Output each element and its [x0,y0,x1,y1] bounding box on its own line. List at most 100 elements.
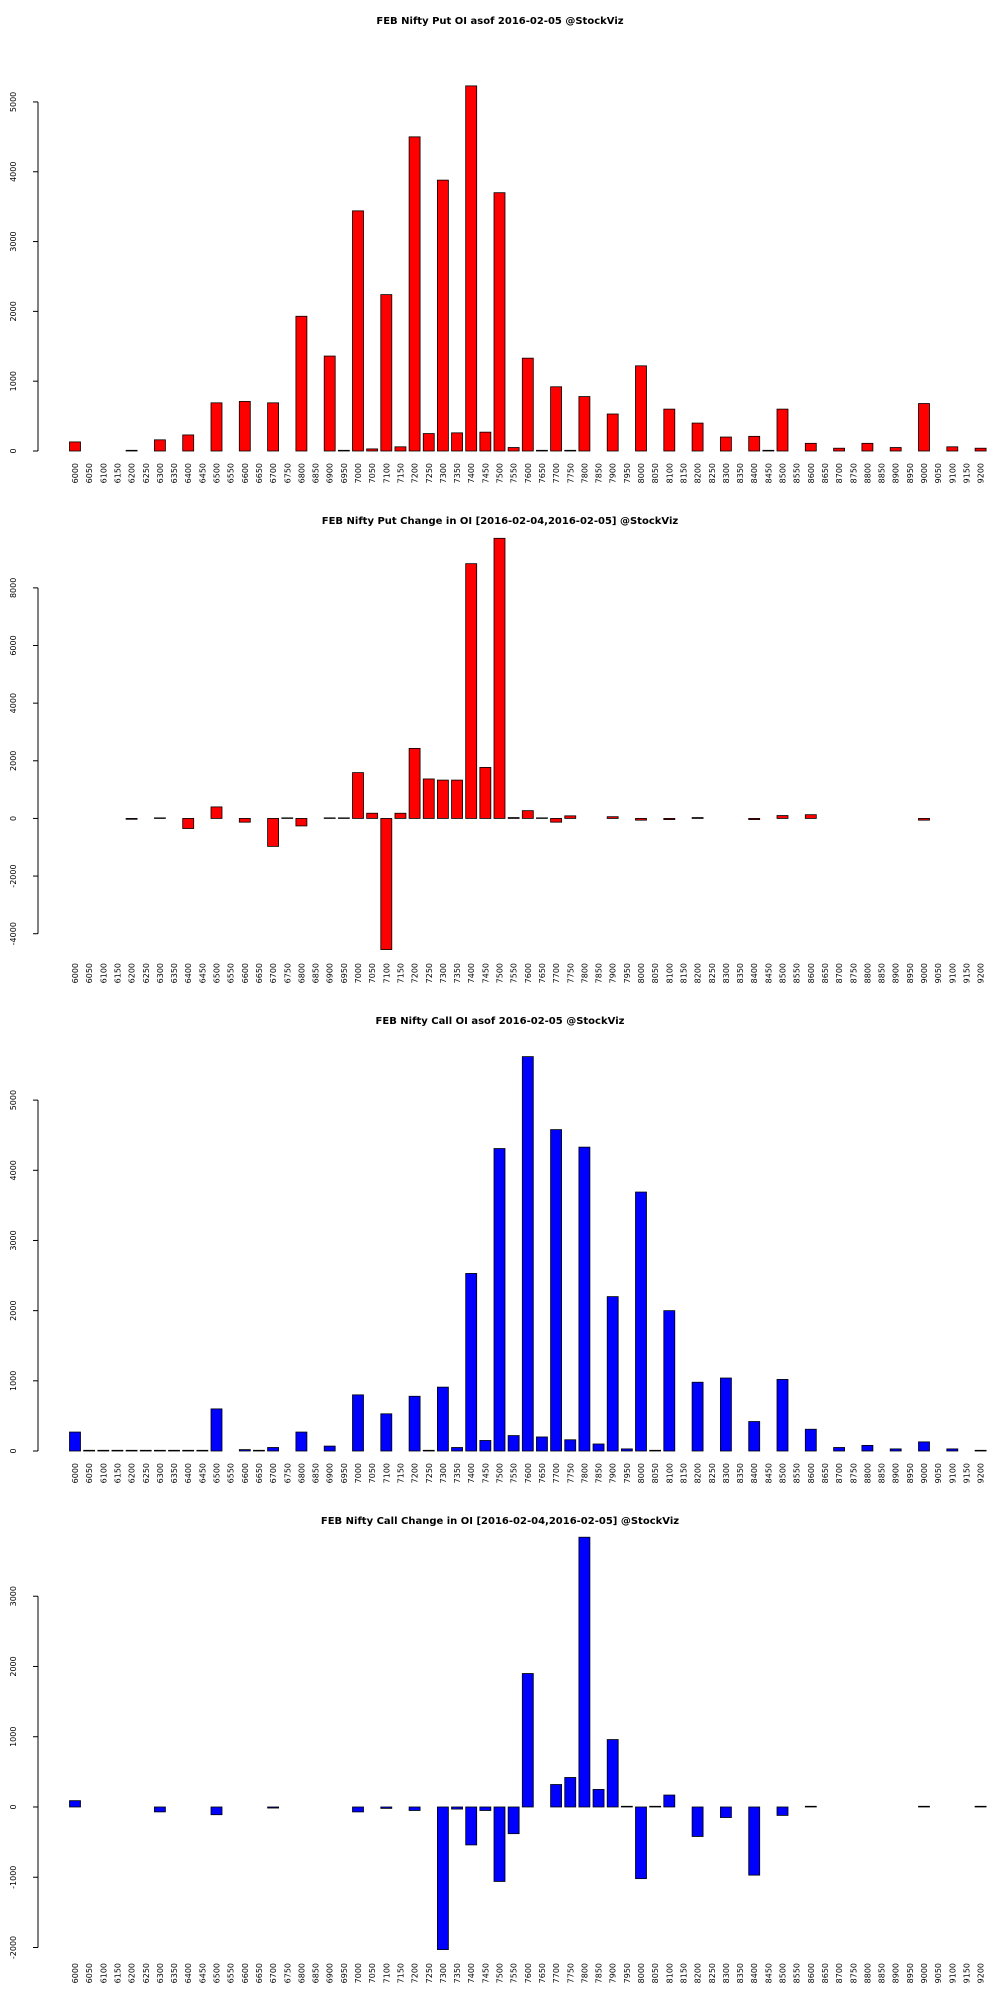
x-tick-label: 6000 [71,1463,80,1483]
x-tick-label: 8500 [779,1463,788,1483]
bar [196,1449,209,1452]
bar [493,192,506,452]
bar [507,447,520,452]
x-tick-label: 7200 [411,1963,420,1983]
bar [606,1296,619,1452]
x-tick-label: 8000 [637,463,646,483]
x-tick-label: 8300 [722,1463,731,1483]
x-tick-label: 7650 [538,1963,547,1983]
bar [507,817,520,819]
x-tick-label: 6750 [283,963,292,983]
x-tick-label: 6100 [99,1463,108,1483]
x-tick-label: 6100 [99,1963,108,1983]
x-tick-label: 7800 [580,1463,589,1483]
x-tick-label: 9050 [934,1963,943,1983]
x-tick-label: 8700 [835,1463,844,1483]
bar [465,1806,478,1846]
x-tick-label: 6950 [340,963,349,983]
bar [352,772,364,819]
x-tick-label: 6050 [85,463,94,483]
x-tick-label: 7250 [425,463,434,483]
bar [125,818,138,820]
bar [97,1449,110,1452]
x-tick-label: 6400 [184,463,193,483]
chart: FEB Nifty Put OI asof 2016-02-05 @StockV… [9,16,987,483]
bar [748,818,761,820]
x-tick-label: 8700 [835,1963,844,1983]
x-tick-label: 7650 [538,963,547,983]
x-tick-label: 6900 [326,1963,335,1983]
chart: FEB Nifty Call Change in OI [2016-02-04,… [9,1516,987,1983]
x-tick-label: 8350 [736,963,745,983]
x-tick-label: 7100 [382,463,391,483]
bar [238,1449,251,1452]
x-tick-label: 6950 [340,1463,349,1483]
bar [139,1449,152,1452]
bar [649,1805,662,1808]
x-tick-label: 6850 [312,463,321,483]
bar [479,431,492,452]
x-tick-label: 9050 [934,1463,943,1483]
bar [295,1431,308,1452]
x-tick-label: 7850 [595,963,604,983]
bar [889,1448,902,1452]
x-tick-label: 7750 [566,463,575,483]
bar [918,1441,930,1452]
bar [451,1806,463,1810]
bar [620,1448,633,1452]
bar [521,810,534,819]
x-tick-label: 8450 [764,463,773,483]
x-tick-label: 8100 [665,463,674,483]
x-tick-label: 9200 [977,963,986,983]
x-tick-label: 6950 [340,1963,349,1983]
x-tick-label: 7400 [467,963,476,983]
bar [606,413,619,452]
bar [451,1447,463,1452]
x-tick-label: 8950 [906,463,915,483]
x-tick-label: 7250 [425,963,434,983]
x-tick-label: 7100 [382,963,391,983]
y-tick-label: 4000 [9,162,18,182]
x-tick-label: 8600 [807,1963,816,1983]
x-tick-label: 7700 [552,463,561,483]
x-tick-label: 6200 [128,963,137,983]
bar [635,1191,647,1452]
x-tick-label: 6150 [113,1463,122,1483]
x-tick-label: 9100 [948,1463,957,1483]
x-tick-label: 8450 [764,963,773,983]
x-tick-label: 6300 [156,463,165,483]
bar [451,432,463,452]
bar [592,1789,605,1808]
y-tick-label: 0 [9,816,18,821]
y-tick-label: 0 [9,448,18,453]
y-tick-label: 6000 [9,635,18,655]
x-tick-label: 6300 [156,963,165,983]
x-tick-label: 8850 [878,1463,887,1483]
x-tick-label: 8000 [637,1963,646,1983]
x-tick-label: 6500 [213,963,222,983]
x-tick-label: 6100 [99,463,108,483]
x-tick-label: 9000 [920,1463,929,1483]
x-tick-label: 8750 [849,963,858,983]
x-tick-label: 6100 [99,963,108,983]
x-tick-label: 8950 [906,1463,915,1483]
x-tick-label: 8900 [892,1963,901,1983]
x-tick-label: 7350 [453,963,462,983]
x-tick-label: 6900 [326,463,335,483]
x-tick-label: 8050 [651,963,660,983]
x-tick-label: 8100 [665,1963,674,1983]
x-tick-label: 9150 [962,463,971,483]
bar [465,563,478,819]
x-tick-label: 6350 [170,963,179,983]
bar [720,1806,732,1818]
x-tick-label: 6800 [297,1463,306,1483]
x-tick-label: 9100 [948,1963,957,1983]
chart: FEB Nifty Call OI asof 2016-02-05 @Stock… [9,1016,987,1483]
bar [521,1673,534,1808]
x-tick-label: 6900 [326,1463,335,1483]
x-tick-label: 6450 [198,1463,207,1483]
x-tick-label: 6900 [326,963,335,983]
bar [436,1386,449,1452]
y-tick-label: 0 [9,1804,18,1809]
